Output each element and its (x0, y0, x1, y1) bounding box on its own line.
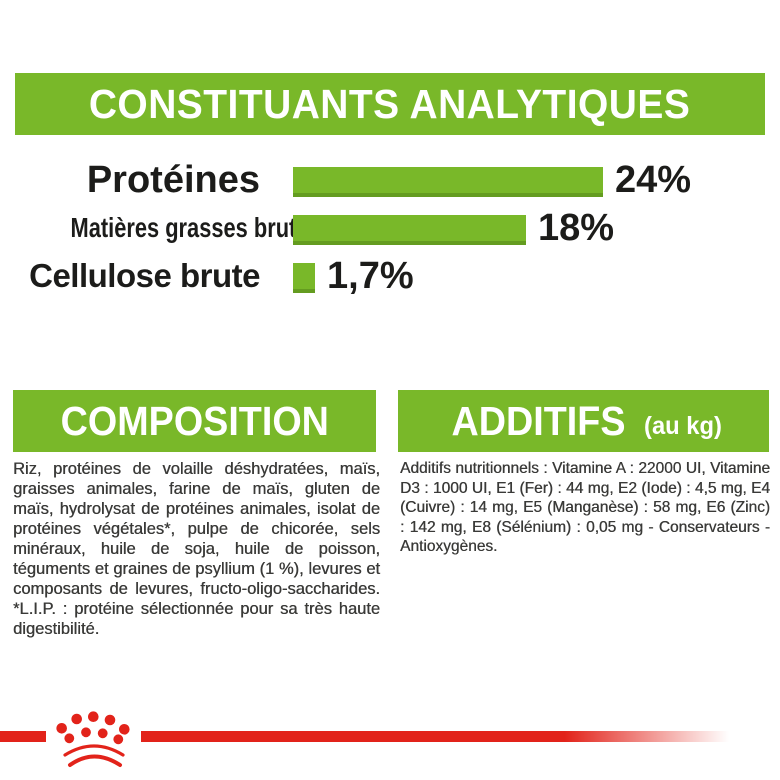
chart-row-label: Protéines (86, 159, 260, 201)
bar-value: 18% (538, 207, 615, 249)
chart-row-label: Matières grasses brutes (70, 212, 321, 243)
royal-canin-crown-paw-logo (56, 711, 130, 767)
analytical-constituents-title: CONSTITUANTS ANALYTIQUES (89, 80, 691, 127)
additifs-subtitle: (au kg) (643, 411, 722, 440)
composition-banner: COMPOSITION (13, 390, 376, 452)
analytical-constituents-banner: CONSTITUANTS ANALYTIQUES (15, 73, 765, 135)
composition-title: COMPOSITION (60, 397, 329, 444)
footer-red-stripe-left (0, 731, 46, 742)
bar-cellulose (293, 263, 315, 293)
additifs-title: ADDITIFS (451, 397, 625, 444)
bar-proteines (293, 167, 603, 197)
chart-row-label: Cellulose brute (29, 257, 260, 294)
composition-text: Riz, protéines de volaille déshydratées,… (13, 460, 380, 638)
bar-matieres-grasses (293, 215, 526, 245)
bar-value: 24% (615, 159, 692, 201)
additifs-text: Additifs nutritionnels : Vitamine A : 22… (400, 460, 770, 555)
footer-red-stripe-right (141, 731, 729, 742)
additifs-banner: ADDITIFS (au kg) (398, 390, 769, 452)
bar-value: 1,7% (327, 255, 414, 297)
